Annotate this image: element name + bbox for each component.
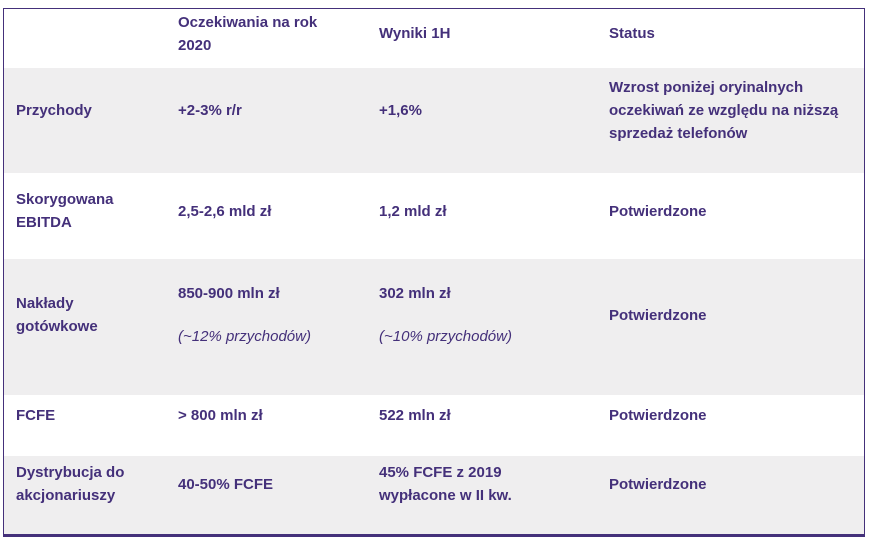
row-label: FCFE [16,407,56,424]
guidance-table: Oczekiwania na rok 2020 Wyniki 1H Status… [4,9,864,534]
col-header-expectations-2020: Oczekiwania na rok 2020 [178,13,318,54]
cell-expectation: +2-3% r/r [178,102,242,119]
header-row: Oczekiwania na rok 2020 Wyniki 1H Status [4,9,864,68]
cell-status: Potwierdzone [609,475,707,493]
table-row-przychody: Przychody +2-3% r/r +1,6% Wzrost poniżej… [4,68,864,173]
cell-expectation: 850-900 mln zł (~12% przychodów) [166,259,367,395]
cell-status: Potwierdzone [609,407,707,424]
cell-status: Potwierdzone [609,202,707,220]
cell-status: Potwierdzone [609,306,707,324]
guidance-table-container: Oczekiwania na rok 2020 Wyniki 1H Status… [3,8,865,537]
row-label: Dystrybucja do akcjonariuszy [16,464,125,504]
cell-result: +1,6% [379,102,422,119]
row-label: Przychody [16,102,92,119]
expectation-value: 850-900 mln zł [178,285,280,302]
col-header-metric [4,9,166,68]
cell-result: 302 mln zł (~10% przychodów) [367,259,597,395]
result-note: (~10% przychodów) [379,328,512,345]
table-row-naklady-gotowkowe: Nakłady gotówkowe 850-900 mln zł (~12% p… [4,259,864,395]
cell-result: 1,2 mld zł [379,202,447,220]
row-label: Nakłady gotówkowe [16,295,98,335]
cell-result: 522 mln zł [379,407,451,424]
cell-status: Wzrost poniżej oryinalnych oczekiwań ze … [609,79,839,142]
cell-result: 45% FCFE z 2019 wypłacone w II kw. [379,464,512,504]
cell-expectation: > 800 mln zł [178,407,263,424]
expectation-note: (~12% przychodów) [178,328,311,345]
table-row-fcfe: FCFE > 800 mln zł 522 mln zł Potwierdzon… [4,395,864,456]
table-row-skorygowana-ebitda: Skorygowana EBITDA 2,5-2,6 mld zł 1,2 ml… [4,173,864,259]
row-label: Skorygowana EBITDA [16,191,114,231]
result-value: 302 mln zł [379,285,451,302]
table-row-dystrybucja: Dystrybucja do akcjonariuszy 40-50% FCFE… [4,456,864,534]
col-header-status: Status [609,25,655,42]
col-header-results-1h: Wyniki 1H [379,25,451,42]
cell-expectation: 2,5-2,6 mld zł [178,202,272,220]
cell-expectation: 40-50% FCFE [178,475,274,493]
